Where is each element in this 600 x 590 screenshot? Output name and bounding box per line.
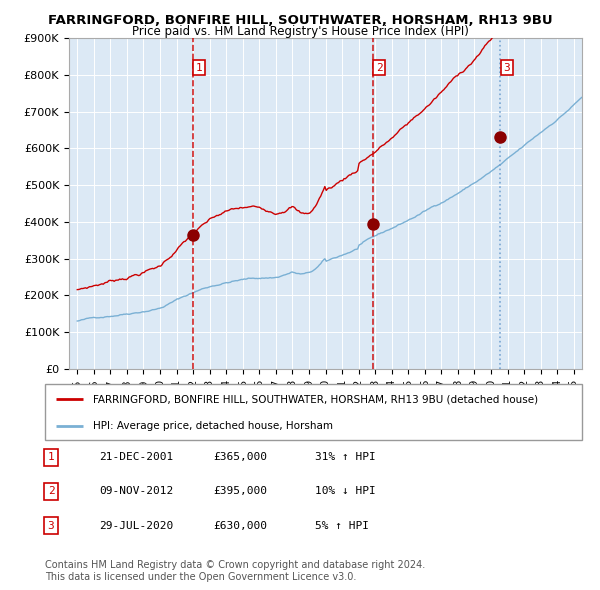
Text: £395,000: £395,000: [213, 487, 267, 496]
FancyBboxPatch shape: [45, 384, 582, 440]
Text: 31% ↑ HPI: 31% ↑ HPI: [315, 453, 376, 462]
Text: 29-JUL-2020: 29-JUL-2020: [99, 521, 173, 530]
Text: 5% ↑ HPI: 5% ↑ HPI: [315, 521, 369, 530]
Text: 2: 2: [47, 487, 55, 496]
Text: 3: 3: [503, 63, 510, 73]
Text: 1: 1: [47, 453, 55, 462]
Text: 3: 3: [47, 521, 55, 530]
Text: 2: 2: [376, 63, 383, 73]
Text: 10% ↓ HPI: 10% ↓ HPI: [315, 487, 376, 496]
Text: FARRINGFORD, BONFIRE HILL, SOUTHWATER, HORSHAM, RH13 9BU (detached house): FARRINGFORD, BONFIRE HILL, SOUTHWATER, H…: [94, 394, 538, 404]
Text: £630,000: £630,000: [213, 521, 267, 530]
Text: £365,000: £365,000: [213, 453, 267, 462]
Text: Contains HM Land Registry data © Crown copyright and database right 2024.: Contains HM Land Registry data © Crown c…: [45, 560, 425, 570]
Text: HPI: Average price, detached house, Horsham: HPI: Average price, detached house, Hors…: [94, 421, 334, 431]
Text: 09-NOV-2012: 09-NOV-2012: [99, 487, 173, 496]
Text: 21-DEC-2001: 21-DEC-2001: [99, 453, 173, 462]
Text: This data is licensed under the Open Government Licence v3.0.: This data is licensed under the Open Gov…: [45, 572, 356, 582]
Text: 1: 1: [196, 63, 202, 73]
Text: FARRINGFORD, BONFIRE HILL, SOUTHWATER, HORSHAM, RH13 9BU: FARRINGFORD, BONFIRE HILL, SOUTHWATER, H…: [47, 14, 553, 27]
Text: Price paid vs. HM Land Registry's House Price Index (HPI): Price paid vs. HM Land Registry's House …: [131, 25, 469, 38]
